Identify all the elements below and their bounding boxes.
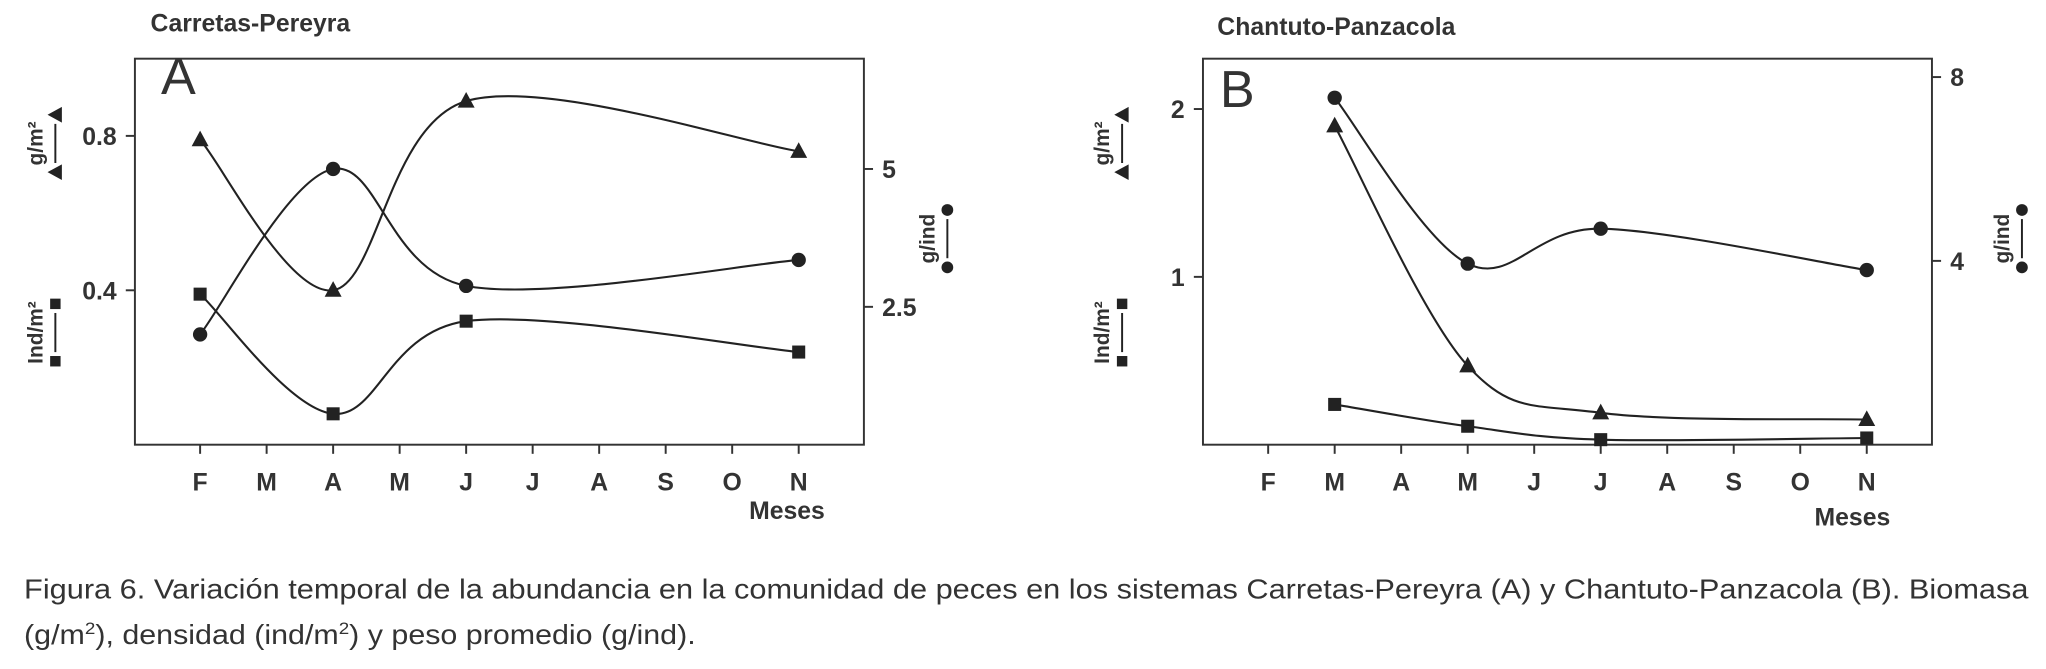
x-axis-label: Meses bbox=[749, 498, 825, 525]
x-tick-label: M bbox=[1457, 469, 1478, 496]
circle-marker bbox=[1327, 90, 1342, 105]
chart-title: Carretas-Pereyra bbox=[151, 10, 351, 37]
x-tick-label: J bbox=[1527, 469, 1541, 496]
caption-text: (g/m bbox=[24, 619, 85, 650]
superscript: 2 bbox=[339, 619, 349, 638]
circle-marker bbox=[791, 252, 806, 268]
x-tick-label: J bbox=[526, 469, 540, 496]
panel-label: B bbox=[1220, 61, 1255, 119]
legend-symbol bbox=[47, 106, 62, 123]
triangle-marker bbox=[1326, 116, 1344, 133]
series-line bbox=[199, 95, 799, 292]
legend-symbol bbox=[941, 261, 954, 274]
circle-marker bbox=[458, 278, 474, 294]
x-tick-label: F bbox=[193, 469, 208, 496]
x-tick-label: J bbox=[1594, 469, 1608, 496]
legend-symbol bbox=[50, 298, 61, 310]
axis-series-label: g/ind bbox=[916, 214, 939, 264]
x-tick-label: O bbox=[723, 469, 742, 496]
caption-text: ), densidad (ind/m bbox=[95, 619, 338, 650]
axis-series-label: g/m² bbox=[1091, 121, 1114, 165]
x-tick-label: O bbox=[1791, 469, 1810, 496]
y-tick-label: 2 bbox=[1171, 97, 1185, 124]
triangle-marker bbox=[191, 130, 209, 147]
legend-symbol bbox=[50, 356, 61, 367]
x-tick-label: M bbox=[1324, 469, 1345, 496]
x-tick-label: A bbox=[590, 469, 608, 496]
caption-text: ) y peso promedio (g/ind). bbox=[349, 619, 695, 650]
caption-line: (g/m 2), densidad (ind/m 2) y peso promedi… bbox=[24, 619, 696, 650]
chart-title: Chantuto-Panzacola bbox=[1217, 14, 1455, 41]
legend-symbol bbox=[2016, 204, 2028, 216]
triangle-marker bbox=[1858, 410, 1876, 427]
y2-tick-label: 8 bbox=[1950, 65, 1964, 92]
x-tick-label: N bbox=[790, 469, 808, 496]
x-tick-label: S bbox=[1725, 469, 1742, 496]
axis-series-label: Ind/m² bbox=[24, 301, 47, 364]
legend-symbol bbox=[2016, 261, 2028, 274]
legend-symbol bbox=[941, 204, 954, 216]
series-line bbox=[199, 167, 799, 336]
circle-marker bbox=[1593, 221, 1608, 236]
triangle-marker bbox=[324, 281, 342, 297]
square-marker bbox=[1860, 431, 1874, 445]
triangle-marker bbox=[1459, 356, 1477, 373]
circle-marker bbox=[325, 161, 341, 177]
circle-marker bbox=[192, 327, 208, 342]
series-line bbox=[1334, 403, 1867, 442]
panel-label: A bbox=[161, 48, 196, 106]
legend-symbol bbox=[1114, 164, 1129, 180]
x-tick-label: A bbox=[324, 469, 342, 496]
series-line bbox=[1333, 125, 1867, 421]
y-tick-label: 0.4 bbox=[82, 278, 117, 305]
legend-symbol bbox=[1116, 356, 1128, 367]
square-marker bbox=[1328, 397, 1342, 411]
square-marker bbox=[792, 345, 806, 359]
y-tick-label: 0.8 bbox=[82, 124, 117, 151]
series-line bbox=[1333, 97, 1867, 272]
axis-series-label: Ind/m² bbox=[1091, 301, 1114, 364]
x-tick-label: A bbox=[1392, 469, 1410, 496]
triangle-marker bbox=[1592, 403, 1610, 420]
triangle-marker bbox=[790, 142, 808, 158]
x-axis-label: Meses bbox=[1815, 505, 1891, 532]
square-marker bbox=[193, 287, 207, 301]
legend-symbol bbox=[1116, 298, 1128, 310]
legend-symbol bbox=[1114, 106, 1129, 123]
axis-series-label: g/ind bbox=[1991, 214, 2014, 264]
x-tick-label: F bbox=[1261, 469, 1276, 496]
series-line bbox=[199, 293, 799, 415]
caption-line: Figura 6. Variación temporal de la abund… bbox=[24, 574, 2029, 605]
legend-symbol bbox=[47, 164, 62, 180]
plot-frame bbox=[133, 57, 865, 446]
circle-marker bbox=[1460, 256, 1475, 271]
x-tick-label: M bbox=[389, 469, 410, 496]
axis-series-label: g/m² bbox=[24, 121, 47, 165]
x-tick-label: S bbox=[657, 469, 674, 496]
square-marker bbox=[1594, 433, 1608, 447]
x-tick-label: N bbox=[1858, 469, 1876, 496]
circle-marker bbox=[1859, 262, 1874, 278]
y2-tick-label: 2.5 bbox=[882, 295, 917, 322]
superscript: 2 bbox=[85, 619, 95, 638]
x-tick-label: J bbox=[459, 469, 473, 496]
square-marker bbox=[1461, 419, 1475, 433]
square-marker bbox=[326, 407, 340, 421]
triangle-marker bbox=[457, 92, 475, 108]
y-tick-label: 1 bbox=[1171, 265, 1185, 292]
x-tick-label: M bbox=[256, 469, 277, 496]
y2-tick-label: 5 bbox=[882, 157, 896, 184]
y2-tick-label: 4 bbox=[1950, 249, 1964, 276]
x-tick-label: A bbox=[1658, 469, 1676, 496]
plot-frame bbox=[1201, 57, 1933, 446]
square-marker bbox=[459, 314, 473, 328]
